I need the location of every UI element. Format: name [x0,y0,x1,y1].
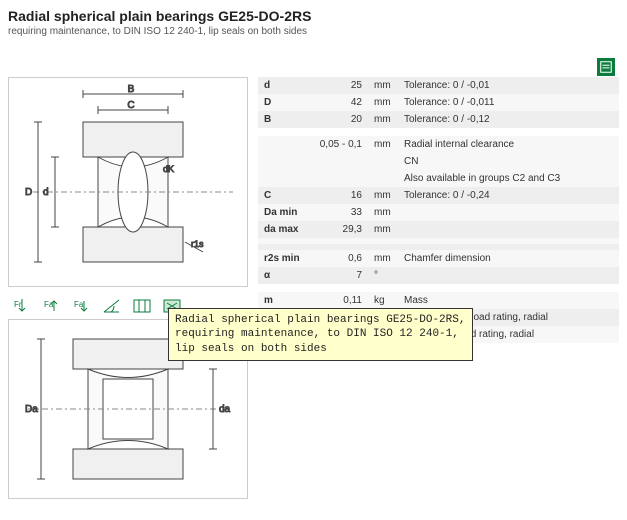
table-row: α7° [258,267,619,284]
cell-desc: CN [398,153,619,170]
svg-text:Fr: Fr [14,300,22,309]
page-title: Radial spherical plain bearings GE25-DO-… [8,8,619,24]
cell-unit [368,153,398,170]
cell-unit: ° [368,267,398,284]
cell-value: 42 [313,94,368,111]
cell-symbol [258,170,313,187]
cell-unit: mm [368,94,398,111]
page-subtitle: requiring maintenance, to DIN ISO 12 240… [8,26,619,37]
cell-desc: Tolerance: 0 / -0,011 [398,94,619,111]
cell-symbol: d [258,77,313,94]
cell-value: 25 [313,77,368,94]
cell-value: 29,3 [313,221,368,238]
spec-table-1: d25mmTolerance: 0 / -0,01D42mmTolerance:… [258,77,619,128]
cell-symbol: da max [258,221,313,238]
label-r1s: r1s [191,239,204,249]
label-d: d [43,187,49,198]
svg-text:Fa: Fa [44,300,54,309]
label-Da: Da [25,404,38,415]
cell-unit: mm [368,77,398,94]
cell-symbol: m [258,292,313,309]
strip-fa2-icon[interactable]: Fa [68,295,96,317]
cell-value: 16 [313,187,368,204]
cell-desc: Also available in groups C2 and C3 [398,170,619,187]
cell-desc [398,204,619,221]
cell-value: 0,05 - 0,1 [313,136,368,153]
cell-desc: Radial internal clearance [398,136,619,153]
cell-desc: Chamfer dimension [398,250,619,267]
label-dk: dK [163,164,174,174]
label-D: D [25,187,32,198]
cell-unit: kg [368,292,398,309]
table-row: 0,05 - 0,1mmRadial internal clearance [258,136,619,153]
table-row: D42mmTolerance: 0 / -0,011 [258,94,619,111]
spec-table-2: 0,05 - 0,1mmRadial internal clearanceCNA… [258,136,619,284]
tooltip: Radial spherical plain bearings GE25-DO-… [168,308,473,361]
cell-symbol [258,136,313,153]
table-row: r2s min0,6mmChamfer dimension [258,250,619,267]
cell-desc [398,221,619,238]
cell-symbol: Da min [258,204,313,221]
cell-desc: Tolerance: 0 / -0,24 [398,187,619,204]
diagram-top: B C D d dK r1s [8,77,248,287]
cell-value: 20 [313,111,368,128]
cell-unit: mm [368,250,398,267]
strip-angle-icon[interactable] [98,295,126,317]
cell-value [313,153,368,170]
cell-symbol: D [258,94,313,111]
cell-desc [398,267,619,284]
cell-unit: mm [368,187,398,204]
cell-value: 7 [313,267,368,284]
table-row: Da min33mm [258,204,619,221]
cell-desc: Tolerance: 0 / -0,12 [398,111,619,128]
cell-symbol [258,153,313,170]
cell-unit: mm [368,221,398,238]
table-row: B20mmTolerance: 0 / -0,12 [258,111,619,128]
table-row: m0,11kgMass [258,292,619,309]
cell-value: 0,11 [313,292,368,309]
cell-value: 0,6 [313,250,368,267]
label-da: da [219,404,231,415]
export-icon[interactable] [597,58,615,76]
cell-value [313,170,368,187]
cell-value: 33 [313,204,368,221]
svg-text:Fa: Fa [74,300,84,309]
cell-desc: Tolerance: 0 / -0,01 [398,77,619,94]
table-row: Also available in groups C2 and C3 [258,170,619,187]
label-C: C [127,100,134,111]
strip-fa1-icon[interactable]: Fa [38,295,66,317]
table-row: C16mmTolerance: 0 / -0,24 [258,187,619,204]
cell-desc: Mass [398,292,619,309]
table-row: d25mmTolerance: 0 / -0,01 [258,77,619,94]
cell-symbol: α [258,267,313,284]
strip-seal-icon[interactable] [128,295,156,317]
cell-symbol: B [258,111,313,128]
cell-unit: mm [368,204,398,221]
cell-unit: mm [368,136,398,153]
cell-unit [368,170,398,187]
cell-symbol: r2s min [258,250,313,267]
strip-fr-icon[interactable]: Fr [8,295,36,317]
cell-unit: mm [368,111,398,128]
table-row: da max29,3mm [258,221,619,238]
table-row: CN [258,153,619,170]
label-B: B [128,84,135,95]
cell-symbol: C [258,187,313,204]
